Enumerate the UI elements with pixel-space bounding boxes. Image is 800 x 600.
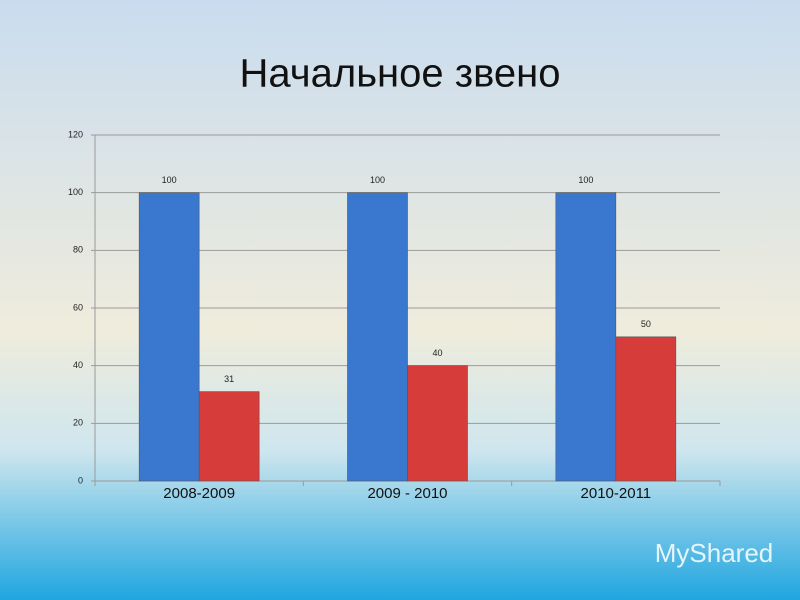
y-tick-label: 60 [73,302,83,312]
bar [347,192,408,482]
y-tick-label: 20 [73,418,83,428]
data-label: 31 [224,374,234,384]
bar [615,336,677,482]
x-tick-label: 2010-2011 [581,485,652,502]
bar [198,391,260,482]
y-tick-label: 80 [73,245,83,255]
data-label: 40 [432,348,442,358]
x-tick-label: 2009 - 2010 [367,485,447,502]
y-tick-label: 100 [68,187,83,197]
watermark: MyShared [655,538,774,568]
y-tick-label: 120 [68,129,83,139]
chart-title: Начальное звено [240,52,561,96]
data-label: 50 [641,319,651,329]
data-label: 100 [370,175,385,185]
y-tick-label: 0 [78,475,83,485]
data-label: 100 [578,175,593,185]
y-tick-label: 40 [73,360,83,370]
bar [138,192,200,482]
bar [407,365,468,482]
data-label: 100 [162,175,177,185]
x-tick-label: 2008-2009 [163,485,235,502]
bar [555,192,617,482]
